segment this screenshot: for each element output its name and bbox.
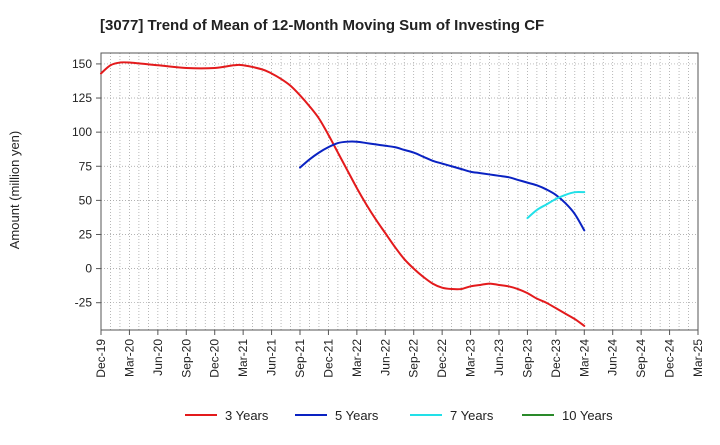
x-tick-label: Sep-20: [179, 339, 193, 378]
y-tick-label: 75: [79, 159, 93, 173]
x-tick-label: Jun-23: [492, 339, 506, 376]
y-tick-label: 125: [72, 91, 92, 105]
x-tick-label: Jun-22: [378, 339, 392, 376]
y-axis-ticks: 150 125 100 75 50 25 0 -25: [72, 57, 101, 310]
x-tick-label: Sep-21: [293, 339, 307, 378]
chart-title: [3077] Trend of Mean of 12-Month Moving …: [100, 17, 544, 34]
y-tick-label: 0: [85, 262, 92, 276]
plot-area-frame: [100, 52, 699, 331]
legend-label-3-years: 3 Years: [225, 408, 269, 423]
x-tick-label: Sep-22: [407, 339, 421, 378]
legend-label-7-years: 7 Years: [450, 408, 494, 423]
x-tick-label: Dec-20: [208, 339, 222, 378]
legend-label-5-years: 5 Years: [335, 408, 379, 423]
x-tick-label: Mar-23: [464, 339, 478, 377]
series-lines: [100, 61, 586, 327]
x-tick-label: Dec-19: [94, 339, 108, 378]
y-tick-label: -25: [75, 296, 93, 310]
x-tick-label: Jun-20: [151, 339, 165, 376]
y-axis-label: Amount (million yen): [7, 131, 22, 250]
x-tick-label: Sep-24: [634, 339, 648, 378]
y-tick-label: 150: [72, 57, 92, 71]
x-tick-label: Dec-21: [321, 339, 335, 378]
x-tick-label: Mar-22: [350, 339, 364, 377]
x-tick-label: Jun-21: [265, 339, 279, 376]
x-tick-label: Mar-25: [691, 339, 705, 377]
x-axis-ticks: Dec-19 Mar-20 Jun-20 Sep-20 Dec-20 Mar-21 Jun-…: [94, 330, 705, 378]
x-tick-label: Mar-21: [236, 339, 250, 377]
x-tick-label: Dec-22: [435, 339, 449, 378]
series-line-3-years: [100, 61, 586, 327]
series-line-7-years: [526, 190, 586, 220]
legend-label-10-years: 10 Years: [562, 408, 613, 423]
x-tick-label: Jun-24: [606, 339, 620, 376]
y-tick-label: 100: [72, 125, 92, 139]
x-tick-label: Sep-23: [520, 339, 534, 378]
grid-lines: [101, 53, 698, 330]
y-tick-label: 25: [79, 227, 93, 241]
series-line-5-years: [299, 140, 586, 232]
x-tick-label: Dec-23: [549, 339, 563, 378]
y-tick-label: 50: [79, 193, 93, 207]
x-tick-label: Mar-24: [577, 339, 591, 377]
x-tick-label: Mar-20: [122, 339, 136, 377]
x-tick-label: Dec-24: [663, 339, 677, 378]
legend: 3 Years 5 Years 7 Years 10 Years: [185, 408, 613, 423]
